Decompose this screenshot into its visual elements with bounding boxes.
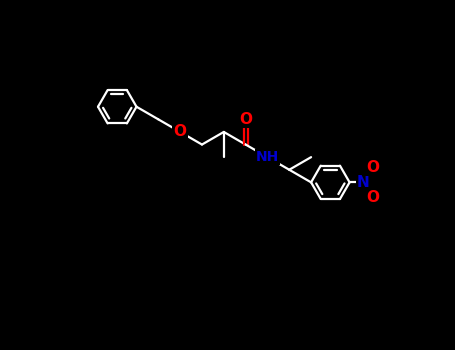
Text: O: O xyxy=(239,112,252,127)
Text: O: O xyxy=(366,190,379,205)
Text: NH: NH xyxy=(256,150,279,164)
Text: O: O xyxy=(174,125,187,139)
Text: O: O xyxy=(366,160,379,175)
Text: N: N xyxy=(357,175,370,190)
